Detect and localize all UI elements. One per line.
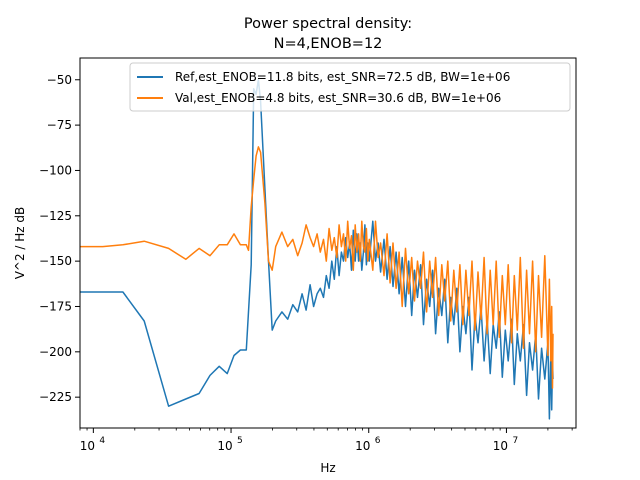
y-tick-label: −50 [47,73,72,87]
y-tick-label: −125 [39,209,72,223]
y-tick-label: −200 [39,345,72,359]
chart-title-line-2: N=4,ENOB=12 [274,36,383,52]
x-tick-label: 10 [355,439,370,453]
y-tick-label: −100 [39,163,72,177]
plot-frame [79,57,577,429]
legend-label-ref: Ref,est_ENOB=11.8 bits, est_SNR=72.5 dB,… [175,70,510,84]
series-line-val [80,146,554,389]
chart-title-line-1: Power spectral density: [244,16,412,32]
x-axis-ticks: 10 4 10 5 10 6 10 7 [79,428,573,453]
legend-box [129,62,571,112]
y-tick-label: −150 [39,254,72,268]
x-tick-exponent: 6 [375,436,381,446]
y-tick-label: −175 [39,299,72,313]
y-axis-ticks: −50 −75 −100 −125 −150 −175 −200 −225 [39,73,80,404]
y-axis-label: V^2 / Hz dB [13,207,27,280]
x-tick-label: 10 [217,439,232,453]
x-tick-label: 10 [80,439,95,453]
series-layer [80,79,554,420]
x-axis-label: Hz [320,461,335,475]
x-tick-exponent: 7 [512,436,518,446]
x-tick-exponent: 4 [99,436,105,446]
x-tick-label: 10 [493,439,508,453]
legend-label-val: Val,est_ENOB=4.8 bits, est_SNR=30.6 dB, … [175,91,501,105]
y-tick-label: −75 [47,118,72,132]
legend: Ref,est_ENOB=11.8 bits, est_SNR=72.5 dB,… [129,62,571,112]
x-tick-exponent: 5 [237,436,243,446]
y-tick-label: −225 [39,390,72,404]
